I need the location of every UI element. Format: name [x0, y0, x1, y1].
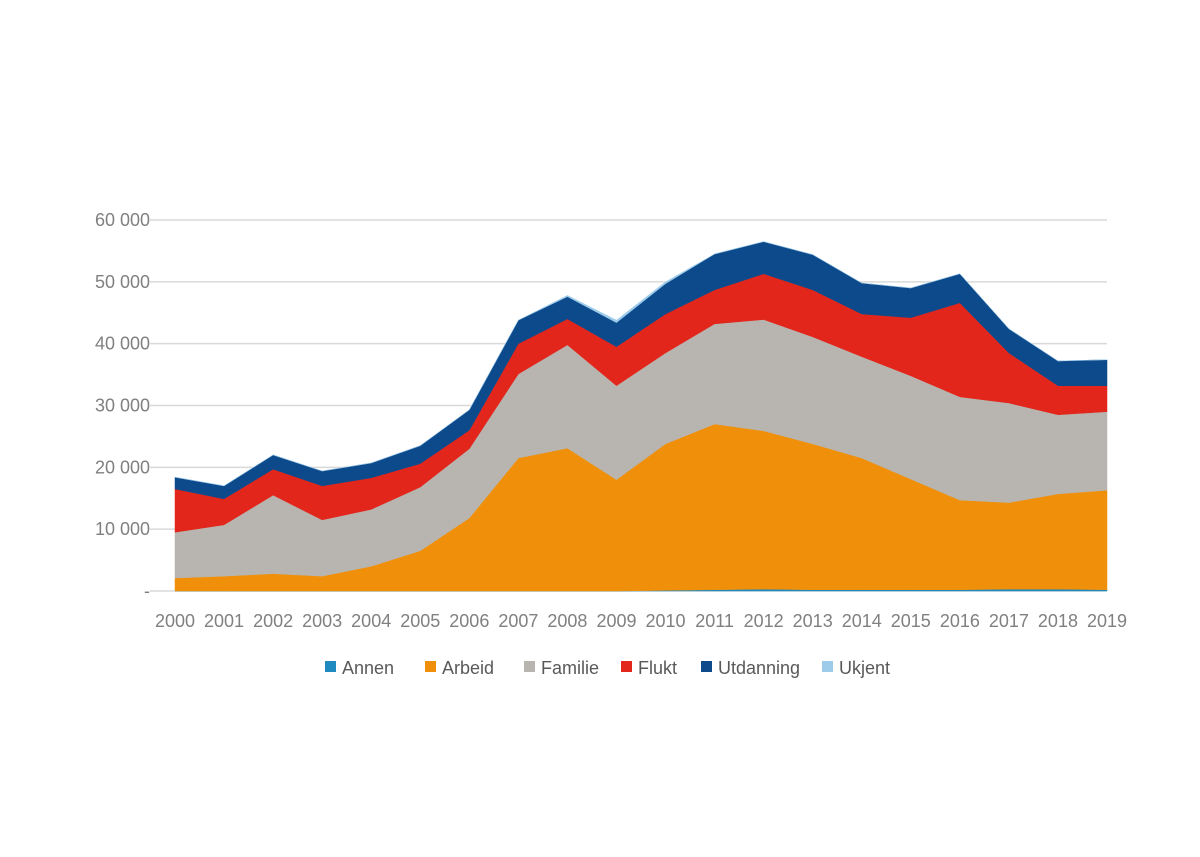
y-tick-label: - [144, 581, 150, 601]
legend-swatch-familie [524, 661, 535, 672]
legend-label-flukt: Flukt [638, 658, 677, 678]
legend-label-arbeid: Arbeid [442, 658, 494, 678]
legend-label-familie: Familie [541, 658, 599, 678]
legend-swatch-flukt [621, 661, 632, 672]
x-tick-label: 2006 [449, 611, 489, 631]
legend-label-utdanning: Utdanning [718, 658, 800, 678]
x-tick-label: 2003 [302, 611, 342, 631]
legend-label-ukjent: Ukjent [839, 658, 890, 678]
x-tick-label: 2002 [253, 611, 293, 631]
legend: Annen Arbeid Familie Flukt Utdanning Ukjent [325, 658, 890, 678]
y-tick-label: 10 000 [95, 519, 150, 539]
x-tick-label: 2001 [204, 611, 244, 631]
x-tick-label: 2009 [596, 611, 636, 631]
y-tick-label: 50 000 [95, 272, 150, 292]
y-tick-label: 30 000 [95, 396, 150, 416]
legend-swatch-ukjent [822, 661, 833, 672]
x-tick-label: 2012 [744, 611, 784, 631]
x-tick-label: 2007 [498, 611, 538, 631]
x-tick-label: 2000 [155, 611, 195, 631]
x-tick-label: 2018 [1038, 611, 1078, 631]
x-tick-label: 2010 [646, 611, 686, 631]
y-tick-label: 20 000 [95, 457, 150, 477]
x-tick-label: 2005 [400, 611, 440, 631]
x-tick-label: 2014 [842, 611, 882, 631]
x-axis-ticks: 2000 2001 2002 2003 2004 2005 2006 2007 2008 2009… [155, 611, 1127, 631]
y-tick-label: 40 000 [95, 334, 150, 354]
y-axis-ticks: - 10 000 20 000 30 000 40 000 50 000 60 000 [95, 210, 150, 601]
x-tick-label: 2015 [891, 611, 931, 631]
area-series [174, 241, 1108, 592]
x-tick-label: 2019 [1087, 611, 1127, 631]
x-tick-label: 2004 [351, 611, 391, 631]
x-tick-label: 2017 [989, 611, 1029, 631]
x-tick-label: 2008 [547, 611, 587, 631]
legend-swatch-annen [325, 661, 336, 672]
legend-swatch-arbeid [425, 661, 436, 672]
x-tick-label: 2013 [793, 611, 833, 631]
x-tick-label: 2016 [940, 611, 980, 631]
y-tick-label: 60 000 [95, 210, 150, 230]
x-tick-label: 2011 [695, 611, 734, 631]
legend-label-annen: Annen [342, 658, 394, 678]
legend-swatch-utdanning [701, 661, 712, 672]
